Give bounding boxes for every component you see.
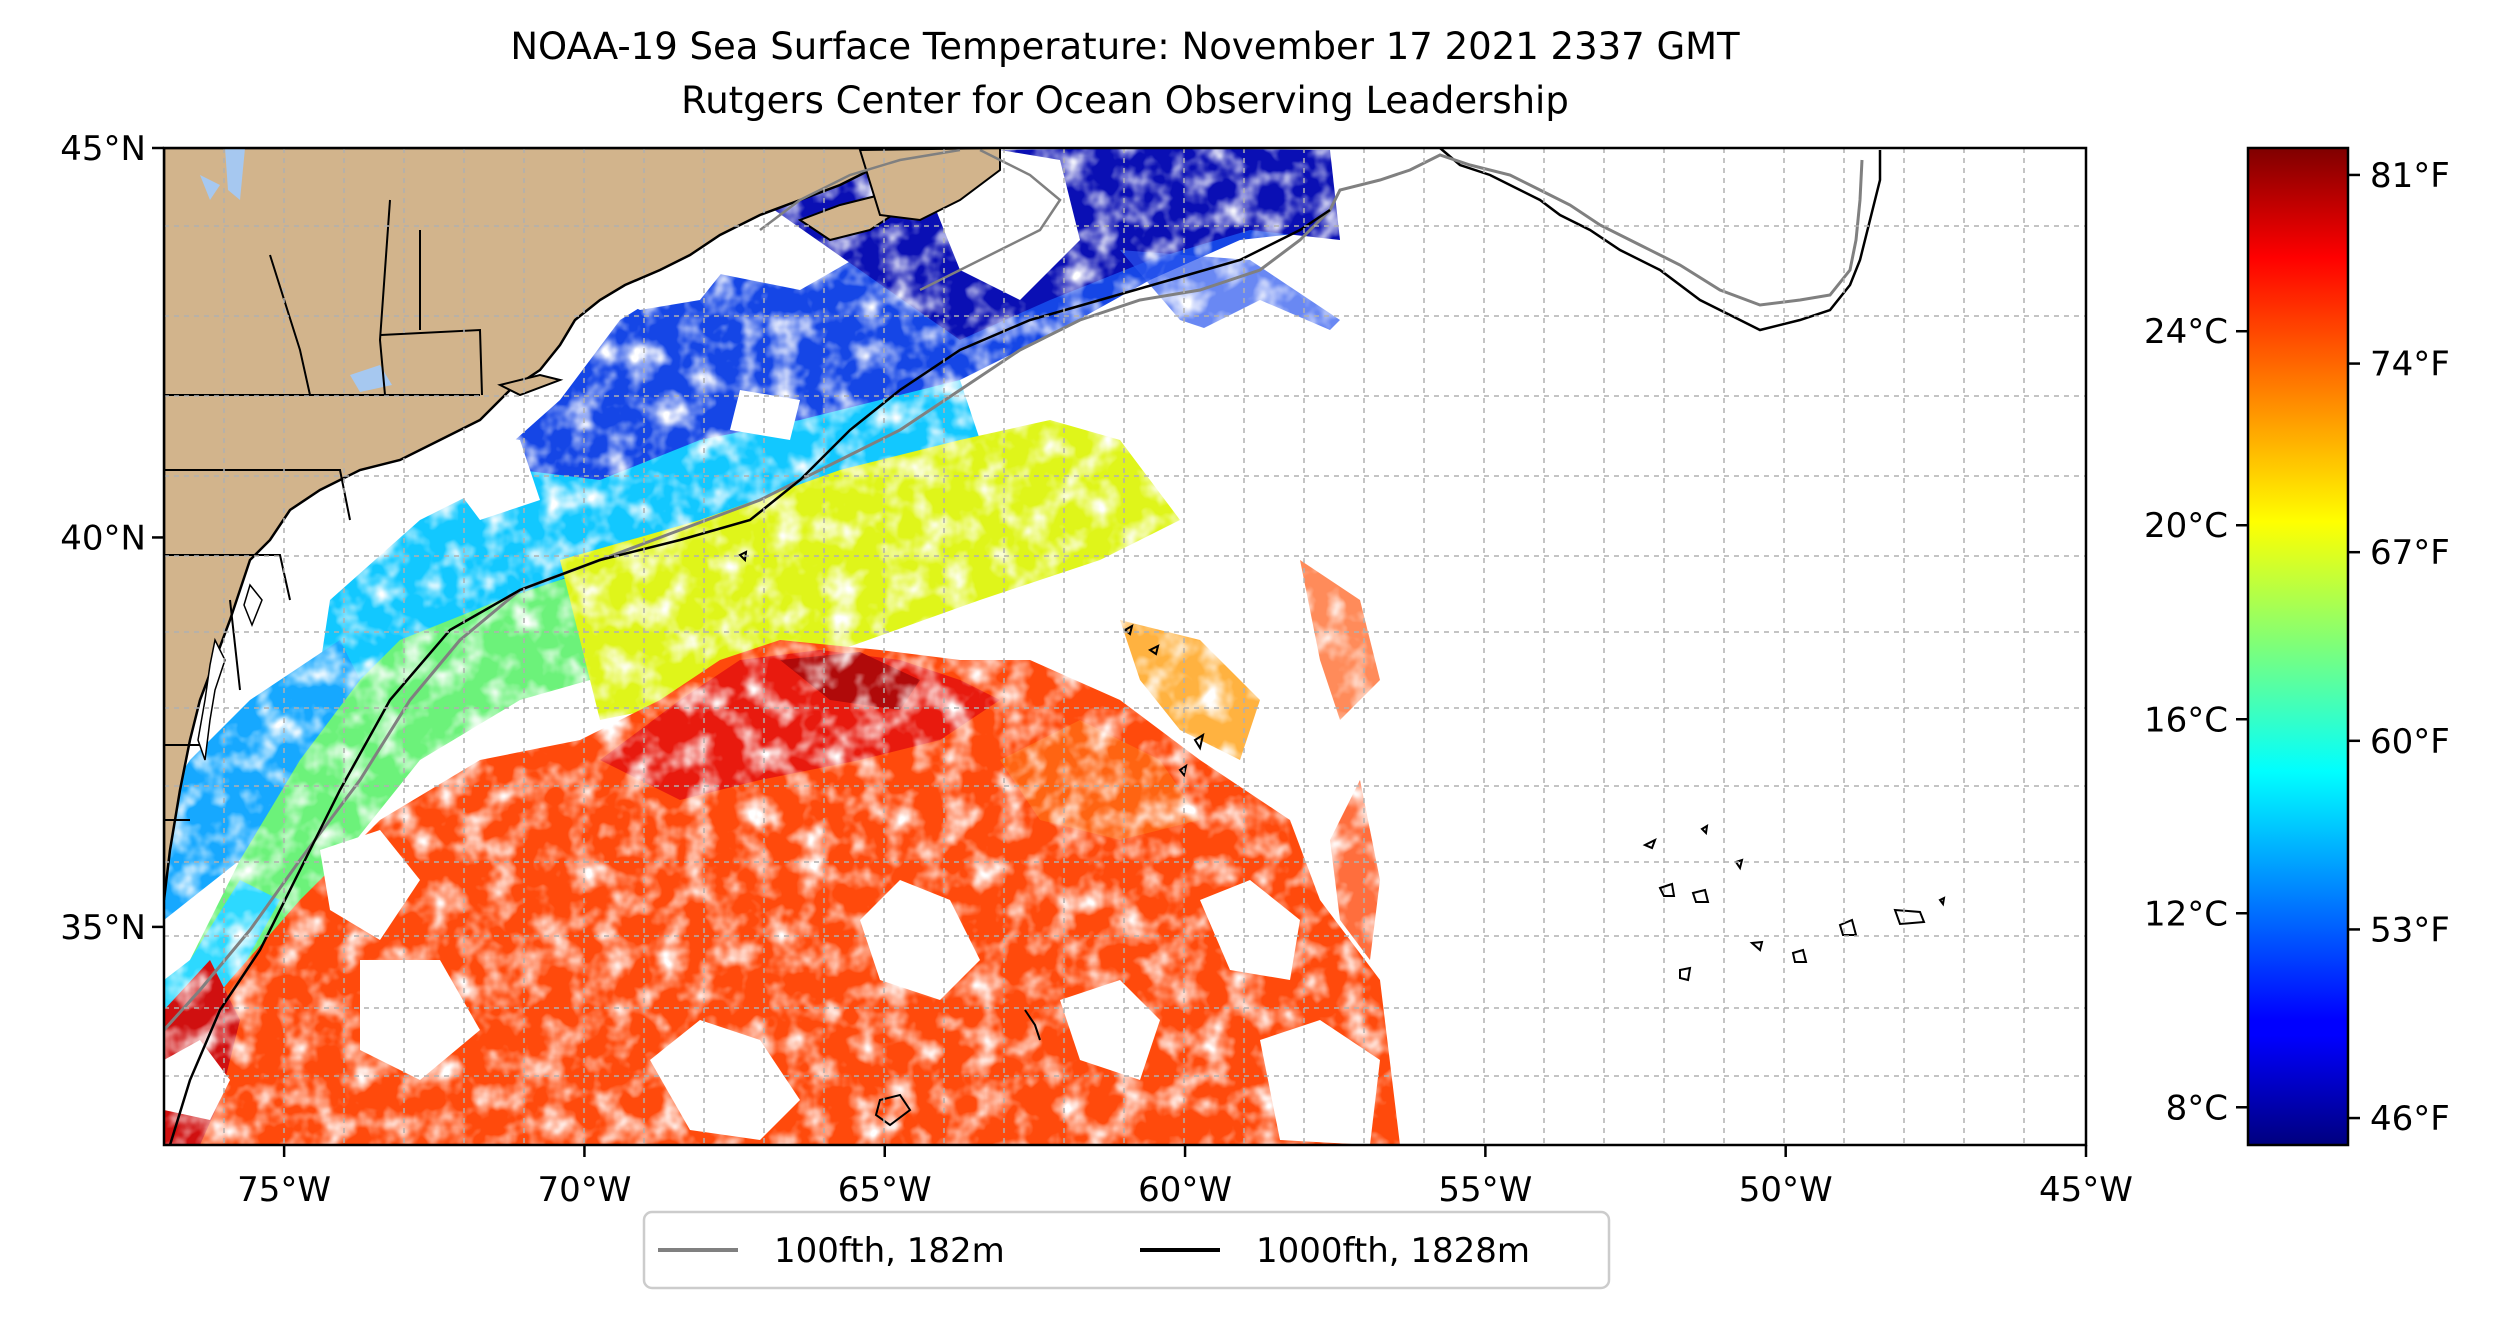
lon-tick-label: 45°W xyxy=(2039,1170,2133,1210)
map-frame xyxy=(162,146,2088,1147)
map-area xyxy=(164,148,2086,1145)
latitude-axis: 45°N 40°N 35°N xyxy=(60,129,164,948)
land xyxy=(164,148,1001,901)
fahrenheit-tick-label: 67°F xyxy=(2370,533,2450,573)
gridlines xyxy=(164,148,2086,1145)
fahrenheit-tick-label: 74°F xyxy=(2370,345,2450,385)
fahrenheit-tick-label: 53°F xyxy=(2370,910,2450,950)
lat-tick-label: 40°N xyxy=(60,518,146,558)
legend-label-1000fth: 1000fth, 1828m xyxy=(1256,1231,1530,1271)
lon-tick-label: 60°W xyxy=(1138,1170,1232,1210)
lat-tick-label: 35°N xyxy=(60,908,146,948)
lat-tick-label: 45°N xyxy=(60,129,146,169)
map-title: NOAA-19 Sea Surface Temperature: Novembe… xyxy=(510,25,1740,68)
fahrenheit-tick-label: 60°F xyxy=(2370,722,2450,762)
lon-tick-label: 75°W xyxy=(237,1170,331,1210)
celsius-tick-label: 8°C xyxy=(2166,1088,2228,1128)
fahrenheit-tick-label: 81°F xyxy=(2370,156,2450,196)
seamounts xyxy=(738,550,1946,1127)
map-subtitle: Rutgers Center for Ocean Observing Leade… xyxy=(681,79,1569,122)
lon-tick-label: 70°W xyxy=(537,1170,631,1210)
fahrenheit-ticks: 81°F 74°F 67°F 60°F 53°F 46°F xyxy=(2348,156,2450,1139)
isobath-legend: 100fth, 182m 1000fth, 1828m xyxy=(642,1210,1611,1290)
isobath-100fth xyxy=(164,153,1864,1032)
colorbar: 81°F 74°F 67°F 60°F 53°F 46°F 24°C 20°C 16°C 12°… xyxy=(2144,146,2450,1147)
longitude-axis: 75°W 70°W 65°W 60°W 55°W 50°W 45°W xyxy=(237,1145,2133,1210)
legend-label-100fth: 100fth, 182m xyxy=(774,1231,1005,1271)
celsius-tick-label: 20°C xyxy=(2144,506,2228,546)
celsius-tick-label: 24°C xyxy=(2144,312,2228,352)
celsius-tick-label: 12°C xyxy=(2144,894,2228,934)
sst-swath xyxy=(164,148,1414,1145)
lon-tick-label: 55°W xyxy=(1438,1170,1532,1210)
celsius-tick-label: 16°C xyxy=(2144,700,2228,740)
fahrenheit-tick-label: 46°F xyxy=(2370,1099,2450,1139)
lon-tick-label: 65°W xyxy=(838,1170,932,1210)
lon-tick-label: 50°W xyxy=(1739,1170,1833,1210)
celsius-ticks: 24°C 20°C 16°C 12°C 8°C xyxy=(2144,312,2248,1128)
isobath-1000fth xyxy=(168,208,1331,1145)
colorbar-gradient xyxy=(2248,148,2348,1145)
